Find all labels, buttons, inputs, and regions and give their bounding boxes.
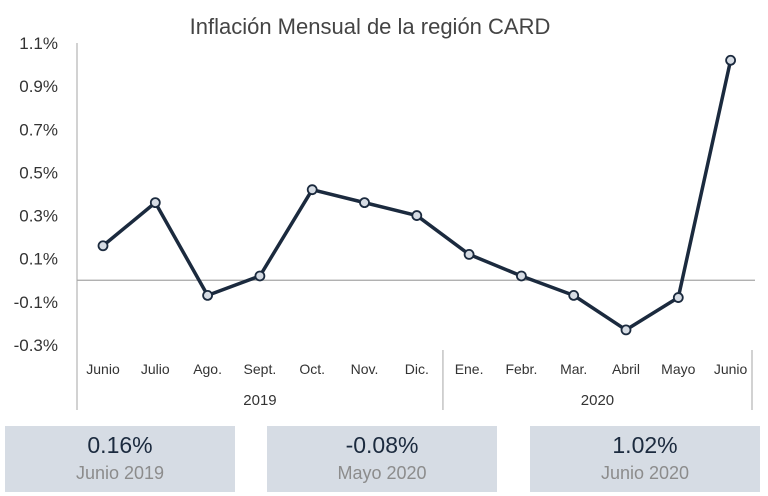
data-point <box>306 184 318 196</box>
y-tick-label: -0.1% <box>14 293 58 312</box>
data-point <box>463 248 475 260</box>
data-point <box>359 197 370 209</box>
line-chart: Inflación Mensual de la región CARD 1.1%… <box>14 14 755 410</box>
x-tick-label: Junio <box>714 361 748 377</box>
y-tick-label: 1.1% <box>19 34 58 53</box>
stat-value: -0.08% <box>345 432 419 458</box>
y-tick-label: 0.3% <box>19 207 58 226</box>
stat-card-last: 1.02% Junio 2020 <box>530 426 760 492</box>
x-tick-label: Junio <box>86 361 120 377</box>
data-point <box>149 197 161 209</box>
x-tick-label: Febr. <box>505 361 537 377</box>
plot-area <box>77 54 755 336</box>
y-tick-label: 0.1% <box>19 250 58 269</box>
year-label: 2020 <box>581 392 614 409</box>
y-tick-label: 0.9% <box>19 77 58 96</box>
x-tick-label: Mar. <box>560 361 587 377</box>
x-axis: Junio Julio Ago. Sept. Oct. Nov. Dic. Ene. Febr.… <box>86 350 753 410</box>
x-tick-label: Oct. <box>299 361 325 377</box>
x-tick-label: Mayo <box>661 361 695 377</box>
stat-label: Mayo 2020 <box>337 463 427 483</box>
x-tick-label: Ene. <box>455 361 484 377</box>
y-axis: 1.1% 0.9% 0.7% 0.5% 0.3% 0.1% -0.1% -0.3% <box>14 34 78 410</box>
x-tick-label: Ago. <box>193 361 222 377</box>
x-tick-label: Dic. <box>405 361 429 377</box>
data-point <box>254 270 266 282</box>
stat-card-middle: -0.08% Mayo 2020 <box>267 426 497 492</box>
x-tick-label: Sept. <box>244 361 277 377</box>
stat-card-first: 0.16% Junio 2019 <box>5 426 235 492</box>
data-point <box>725 54 736 66</box>
stat-value: 1.02% <box>612 432 678 458</box>
x-tick-label: Julio <box>141 361 170 377</box>
stat-value: 0.16% <box>87 432 153 458</box>
y-tick-label: 0.5% <box>19 163 58 182</box>
series-line <box>101 59 733 332</box>
year-label: 2019 <box>243 392 276 409</box>
data-point <box>202 289 214 301</box>
data-point <box>97 240 109 252</box>
data-point <box>516 270 527 282</box>
stat-label: Junio 2020 <box>600 463 690 483</box>
x-tick-label: Nov. <box>351 361 379 377</box>
data-point <box>568 289 580 301</box>
data-point <box>620 324 632 336</box>
x-tick-label: Abril <box>612 361 640 377</box>
data-point <box>672 292 684 303</box>
y-tick-label: -0.3% <box>14 336 58 355</box>
data-point <box>411 210 423 221</box>
chart-title: Inflación Mensual de la región CARD <box>190 14 551 39</box>
stat-label: Junio 2019 <box>75 463 165 483</box>
y-tick-label: 0.7% <box>19 120 58 139</box>
